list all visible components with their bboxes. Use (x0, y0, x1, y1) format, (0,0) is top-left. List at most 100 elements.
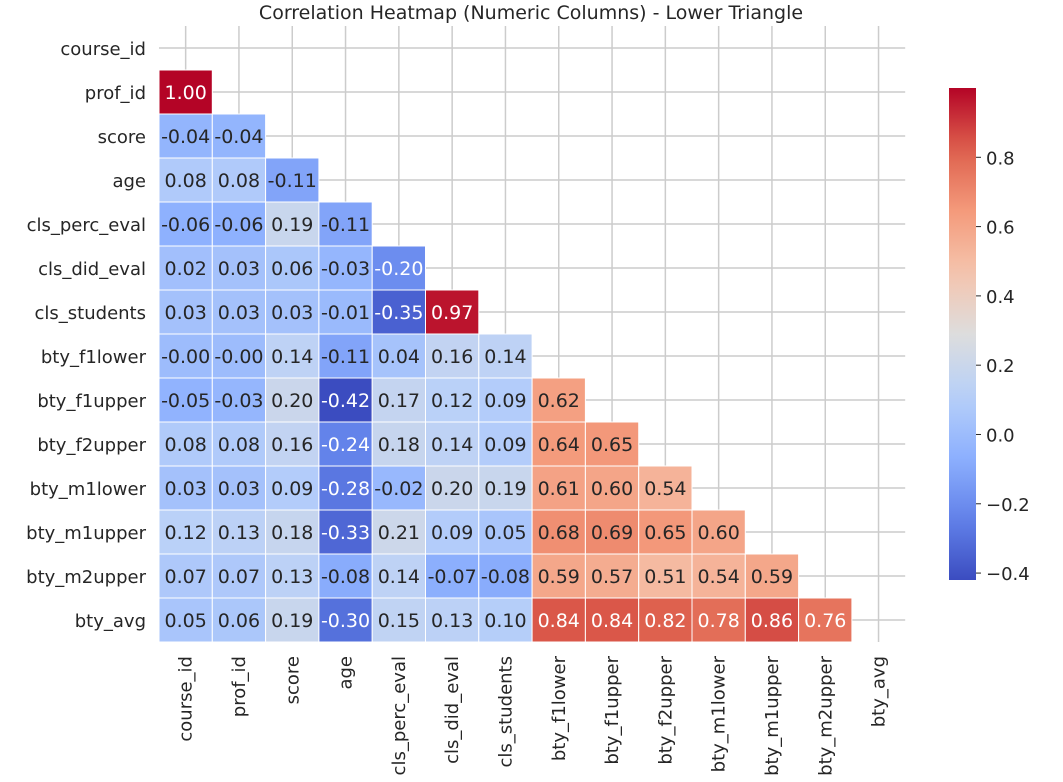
x-tick-label-cls_students: cls_students (495, 656, 516, 767)
cell-value-label: -0.42 (321, 390, 370, 412)
heatmap-cell-bty_f2upper-prof_id (211, 421, 267, 467)
heatmap-cell-bty_m1lower-score (265, 465, 320, 511)
heatmap-cell-bty_f2upper-bty_f1lower (531, 421, 586, 467)
heatmap-cell-bty_f1lower-cls_students (478, 333, 533, 379)
y-tick-label-bty_m1lower: bty_m1lower (30, 479, 147, 500)
cell-value-label: 0.68 (538, 522, 580, 544)
heatmap-cell-bty_f2upper-bty_f1upper (584, 421, 640, 467)
y-tick-label-course_id: course_id (60, 39, 146, 60)
cell-value-label: 0.57 (591, 566, 633, 588)
cell-value-label: -0.07 (428, 566, 477, 588)
cell-value-label: 0.69 (591, 522, 633, 544)
heatmap-cell-bty_m2upper-score (265, 553, 320, 599)
y-tick-label-score: score (98, 127, 146, 148)
y-tick-label-bty_f1upper: bty_f1upper (37, 391, 146, 412)
heatmap-cell-cls_students-cls_perc_eval (371, 289, 427, 335)
cell-value-label: 0.19 (271, 214, 313, 236)
heatmap-cell-age-prof_id (211, 157, 267, 203)
cell-value-label: 0.05 (484, 522, 526, 544)
cell-value-label: 0.03 (218, 302, 260, 324)
heatmap-cell-bty_m1lower-bty_f1lower (531, 465, 586, 511)
heatmap-cell-bty_avg-prof_id (211, 597, 267, 643)
heatmap-cell-bty_m2upper-cls_students (478, 553, 533, 599)
colorbar-tick-label: 0.8 (986, 148, 1015, 169)
cell-value-label: 0.59 (751, 566, 793, 588)
colorbar-tick-label: 0.6 (986, 218, 1015, 239)
heatmap-cell-bty_f1upper-bty_f1lower (531, 377, 586, 423)
x-tick-label-bty_f1lower: bty_f1lower (549, 655, 570, 761)
y-tick-label-bty_m1upper: bty_m1upper (26, 523, 146, 544)
x-tick-label-cls_did_eval: cls_did_eval (442, 656, 463, 764)
heatmap-cell-bty_f1lower-cls_did_eval (425, 333, 480, 379)
cell-value-label: 0.10 (484, 610, 526, 632)
heatmap-cell-bty_f1upper-cls_students (478, 377, 533, 423)
heatmap-cell-cls_perc_eval-score (265, 201, 320, 247)
chart-title: Correlation Heatmap (Numeric Columns) - … (259, 2, 803, 24)
cell-value-label: -0.05 (161, 390, 210, 412)
heatmap-cell-bty_f1upper-age (318, 377, 373, 423)
cell-value-label: 0.54 (644, 478, 686, 500)
colorbar-gradient (949, 88, 976, 580)
cell-value-label: 0.65 (644, 522, 686, 544)
cell-value-label: 0.13 (431, 610, 473, 632)
cell-value-label: 0.03 (218, 478, 260, 500)
cell-value-label: 0.59 (538, 566, 580, 588)
heatmap-cell-bty_m1lower-prof_id (211, 465, 267, 511)
cell-value-label: 0.09 (431, 522, 473, 544)
cell-value-label: 0.84 (591, 610, 633, 632)
heatmap-cell-cls_students-cls_did_eval (425, 289, 480, 335)
cell-value-label: 0.97 (431, 302, 473, 324)
cell-value-label: -0.20 (374, 258, 423, 280)
heatmap-cell-cls_did_eval-prof_id (211, 245, 267, 291)
heatmap-cell-bty_m1lower-bty_f2upper (638, 465, 693, 511)
x-tick-label-bty_m1upper: bty_m1upper (762, 655, 783, 775)
cell-value-label: 0.60 (697, 522, 739, 544)
heatmap-cell-bty_avg-bty_f1lower (531, 597, 586, 643)
heatmap-cell-bty_avg-bty_m2upper (798, 597, 853, 643)
heatmap-cell-bty_m2upper-bty_f1lower (531, 553, 586, 599)
cell-value-label: 0.16 (271, 434, 313, 456)
cell-value-label: -0.06 (161, 214, 210, 236)
cell-value-label: 0.13 (271, 566, 313, 588)
cell-value-label: 0.13 (218, 522, 260, 544)
cell-value-label: 0.14 (484, 346, 526, 368)
heatmap-cell-bty_avg-cls_students (478, 597, 533, 643)
heatmap-cell-cls_students-score (265, 289, 320, 335)
cell-value-label: 0.16 (431, 346, 473, 368)
heatmap-cell-cls_students-course_id (158, 289, 213, 335)
y-tick-label-cls_did_eval: cls_did_eval (38, 259, 146, 280)
heatmap-cell-bty_m1upper-bty_m1lower (691, 509, 746, 555)
colorbar-tick-label: 0.2 (986, 356, 1015, 377)
heatmap-cell-bty_f1upper-prof_id (211, 377, 267, 423)
heatmap-cell-labels: 1.00-0.04 -0.040.08 0.08 -0.11-0.06 -0.06 0.1… (161, 82, 846, 632)
cell-value-label: 0.19 (271, 610, 313, 632)
cell-value-label: 0.03 (218, 258, 260, 280)
x-tick-label-bty_m1lower: bty_m1lower (709, 655, 730, 772)
cell-value-label: 0.06 (218, 610, 260, 632)
heatmap-cell-bty_m1upper-cls_perc_eval (371, 509, 427, 555)
cell-value-label: 0.07 (218, 566, 260, 588)
cell-value-label: -0.08 (321, 566, 370, 588)
x-tick-label-bty_m2upper: bty_m2upper (815, 655, 836, 775)
cell-value-label: 0.78 (697, 610, 739, 632)
y-tick-label-bty_f2upper: bty_f2upper (37, 435, 146, 456)
colorbar-tick-label: −0.4 (986, 564, 1030, 585)
heatmap-cell-cls_did_eval-cls_perc_eval (371, 245, 427, 291)
cell-value-label: -0.24 (321, 434, 370, 456)
heatmap-cell-bty_m1upper-cls_students (478, 509, 533, 555)
cell-value-label: -0.03 (214, 390, 263, 412)
cell-value-label: 0.54 (697, 566, 739, 588)
heatmap-cell-bty_avg-bty_f1upper (584, 597, 640, 643)
cell-value-label: 0.64 (538, 434, 580, 456)
y-tick-label-prof_id: prof_id (85, 83, 146, 104)
heatmap-cell-bty_f2upper-age (318, 421, 373, 467)
cell-value-label: 0.82 (644, 610, 686, 632)
cell-value-label: -0.11 (268, 170, 317, 192)
cell-value-label: 0.62 (538, 390, 580, 412)
heatmap-cell-bty_m1upper-cls_did_eval (425, 509, 480, 555)
cell-value-label: 0.09 (271, 478, 313, 500)
colorbar: −0.4 −0.2 0.0 0.2 0.4 0.6 0.8 (949, 88, 1030, 585)
heatmap-cell-bty_m1lower-bty_f1upper (584, 465, 640, 511)
y-tick-label-bty_avg: bty_avg (75, 611, 146, 632)
